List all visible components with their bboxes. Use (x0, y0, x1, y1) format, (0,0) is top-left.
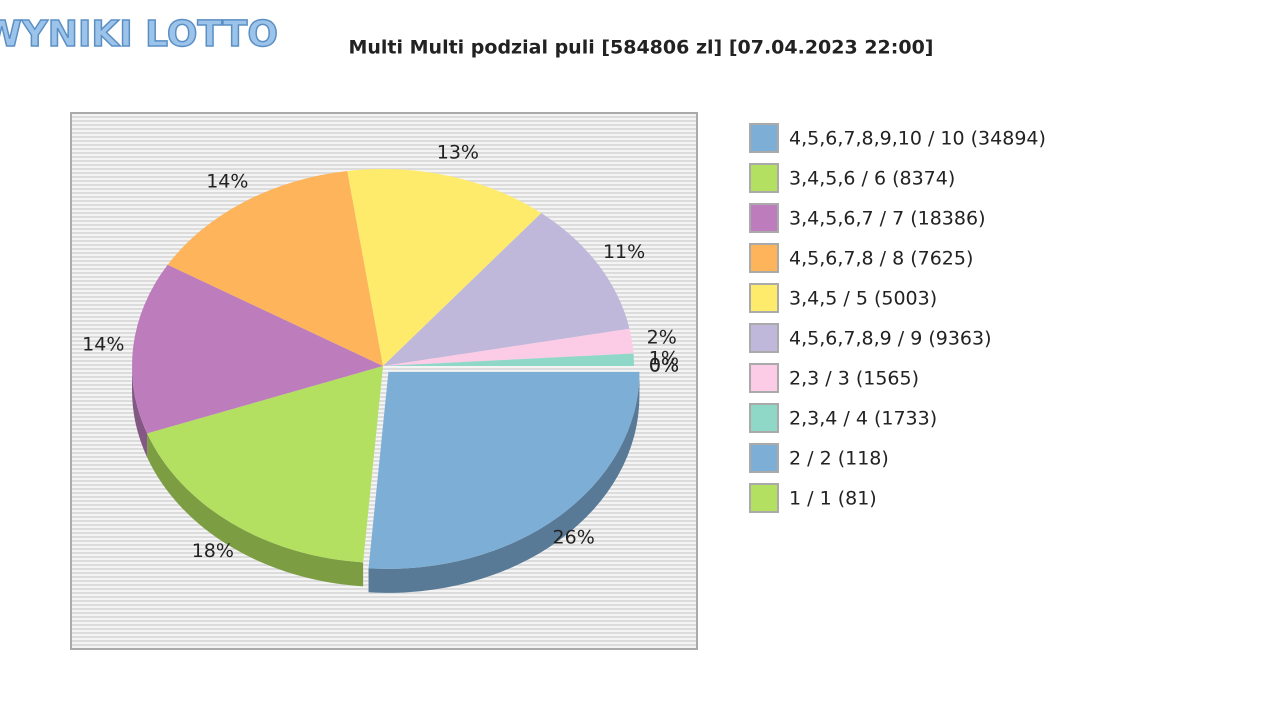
legend-label: 2,3 / 3 (1565) (789, 368, 919, 390)
data-label: 18% (192, 540, 234, 562)
data-label: 14% (206, 171, 248, 193)
data-label: 11% (603, 241, 645, 263)
legend-label: 2,3,4 / 4 (1733) (789, 408, 937, 430)
data-label: 0% (649, 355, 679, 377)
data-label: 14% (82, 333, 124, 355)
legend-label: 2 / 2 (118) (789, 448, 889, 470)
slice (383, 353, 634, 366)
legend-label: 3,4,5,6 / 6 (8374) (789, 168, 955, 190)
slice-side (147, 433, 364, 587)
legend-swatch (749, 403, 779, 433)
slice (147, 366, 383, 563)
data-label: 2% (647, 327, 677, 349)
legend-swatch (749, 163, 779, 193)
legend-swatch (749, 283, 779, 313)
data-label: 1% (649, 347, 679, 369)
legend-swatch (749, 203, 779, 233)
legend-swatch (749, 243, 779, 273)
legend-label: 4,5,6,7,8,9 / 9 (9363) (789, 328, 992, 350)
legend-swatch (749, 323, 779, 353)
slice (167, 171, 383, 366)
slice (383, 328, 634, 366)
slice (383, 213, 630, 366)
legend-swatch (749, 123, 779, 153)
data-label: 26% (553, 526, 595, 548)
slice (347, 168, 542, 366)
legend: 4,5,6,7,8,9,10 / 10 (34894) 3,4,5,6 / 6 (… (749, 123, 1046, 513)
slice-side (132, 366, 148, 458)
legend-swatch (749, 483, 779, 513)
slice (368, 371, 640, 569)
legend-label: 3,4,5 / 5 (5003) (789, 288, 937, 310)
slice (132, 264, 383, 434)
legend-label: 4,5,6,7,8 / 8 (7625) (789, 248, 973, 270)
legend-label: 1 / 1 (81) (789, 488, 877, 510)
logo: WYNIKI LOTTO (0, 14, 278, 55)
slice-side (368, 371, 640, 593)
legend-swatch (749, 363, 779, 393)
data-label: 0% (649, 355, 679, 377)
legend-label: 4,5,6,7,8,9,10 / 10 (34894) (789, 128, 1046, 150)
legend-swatch (749, 443, 779, 473)
data-label: 13% (437, 141, 479, 163)
legend-label: 3,4,5,6,7 / 7 (18386) (789, 208, 985, 230)
pie: 26%18%14%14%13%11%2%1%0%0% (82, 141, 679, 593)
chart-title: Multi Multi podzial puli [584806 zl] [07… (348, 37, 933, 59)
